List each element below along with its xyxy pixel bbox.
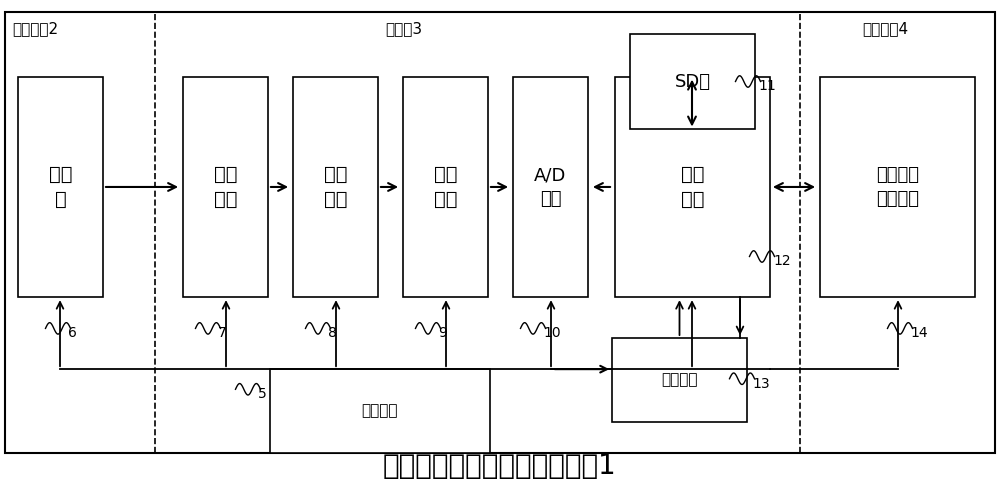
Text: 电子舱3: 电子舱3 (385, 22, 422, 37)
Text: 水听
器: 水听 器 (49, 165, 72, 209)
Text: 电源模块: 电源模块 (362, 404, 398, 419)
Text: 前置
放大: 前置 放大 (214, 165, 237, 209)
Bar (612, 338, 747, 422)
Text: 控制
电路: 控制 电路 (681, 165, 704, 209)
Text: 10: 10 (543, 326, 561, 340)
Bar (513, 77, 588, 297)
Bar (615, 77, 770, 297)
Text: 温度、压
力传感器: 温度、压 力传感器 (876, 166, 919, 208)
Text: 5: 5 (258, 387, 267, 401)
Text: 6: 6 (68, 326, 77, 340)
Text: 13: 13 (752, 377, 770, 391)
Text: 14: 14 (910, 326, 928, 340)
Text: 7: 7 (218, 326, 227, 340)
Bar (270, 369, 490, 453)
Text: 水听器舱2: 水听器舱2 (12, 22, 58, 37)
Text: 传感器舱4: 传感器舱4 (862, 22, 908, 37)
Text: 差分
驱动: 差分 驱动 (434, 165, 457, 209)
Text: 多参数同步采集自容式水听器1: 多参数同步采集自容式水听器1 (383, 452, 617, 480)
Bar (820, 77, 975, 297)
Bar (18, 77, 103, 297)
Text: 9: 9 (438, 326, 447, 340)
Text: 11: 11 (758, 79, 776, 93)
Bar (183, 77, 268, 297)
Text: 8: 8 (328, 326, 337, 340)
Text: 12: 12 (773, 254, 791, 268)
Bar (630, 33, 755, 129)
Bar (403, 77, 488, 297)
Text: 同步电路: 同步电路 (661, 372, 698, 387)
Text: 带通
滤波: 带通 滤波 (324, 165, 347, 209)
Text: A/D
转换: A/D 转换 (534, 166, 567, 208)
Bar (293, 77, 378, 297)
Text: SD卡: SD卡 (674, 72, 710, 90)
